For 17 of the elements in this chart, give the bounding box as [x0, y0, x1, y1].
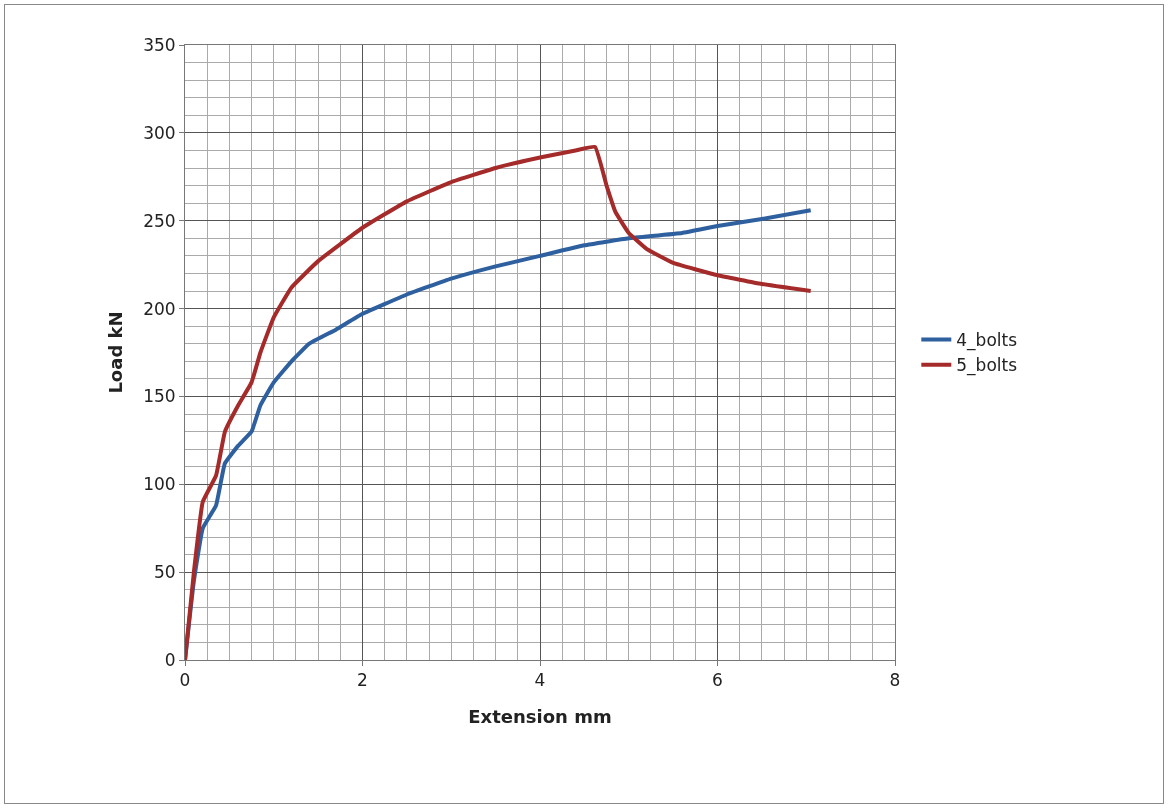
y-tick-label: 350: [143, 34, 176, 55]
x-tick-label: 4: [534, 670, 546, 691]
y-axis-title: Load kN: [105, 311, 127, 394]
y-tick-label: 50: [153, 562, 176, 583]
y-tick-label: 250: [143, 210, 176, 231]
x-tick-label: 6: [712, 670, 723, 691]
y-tick-label: 0: [164, 649, 176, 670]
y-tick-label: 100: [143, 474, 176, 495]
x-tick-label: 2: [357, 670, 368, 691]
legend-label: 5_bolts: [956, 355, 1018, 377]
x-axis-title: Extension mm: [468, 705, 612, 727]
x-tick-label: 0: [179, 670, 191, 691]
legend-label: 4_bolts: [956, 330, 1018, 352]
x-tick-label: 8: [889, 670, 901, 691]
y-tick-label: 300: [143, 122, 176, 143]
y-tick-label: 150: [143, 386, 176, 407]
y-tick-label: 200: [143, 298, 176, 319]
